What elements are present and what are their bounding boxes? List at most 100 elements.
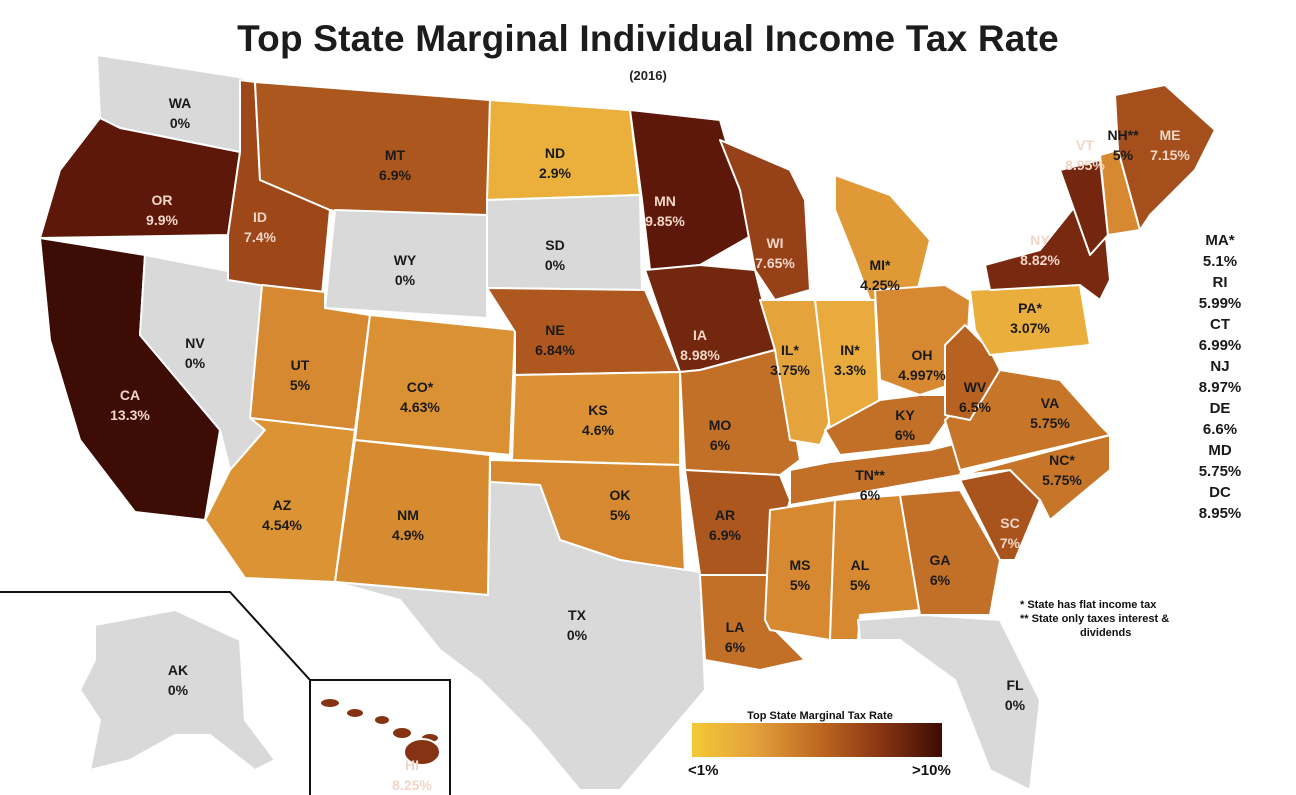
note-interest-dividends-cont: dividends	[1080, 627, 1132, 639]
hawaii-island	[373, 714, 391, 726]
hawaii-island	[319, 697, 341, 709]
state-rate-az: 4.54%	[262, 517, 302, 533]
legend-gradient	[692, 723, 942, 757]
state-wy	[324, 209, 488, 319]
state-rate-sc: 7%	[1000, 535, 1021, 551]
state-label-mi: MI*	[870, 257, 892, 273]
state-label-pa: PA*	[1018, 300, 1042, 316]
state-rate-sd: 0%	[545, 257, 566, 273]
state-label-ga: GA	[930, 552, 951, 568]
footnotes: * State has flat income tax ** State onl…	[1020, 598, 1250, 640]
side-item-de: DE 6.6%	[1202, 400, 1238, 438]
state-rate-me: 7.15%	[1150, 147, 1190, 163]
state-rate-ny: 8.82%	[1020, 252, 1060, 268]
state-label-co: CO*	[407, 379, 434, 395]
state-label-nm: NM	[397, 507, 419, 523]
state-label-vt: VT	[1076, 137, 1094, 153]
side-item-nj: NJ 8.97%	[1198, 358, 1242, 396]
state-rate-nd: 2.9%	[539, 165, 571, 181]
hawaii-island	[391, 726, 413, 740]
state-label-mt: MT	[385, 147, 406, 163]
state-rate-va: 5.75%	[1030, 415, 1070, 431]
state-rate-vt: 8.95%	[1065, 157, 1105, 173]
state-label-tn: TN**	[855, 467, 885, 483]
state-rate-co: 4.63%	[400, 399, 440, 415]
state-rate-il: 3.75%	[770, 362, 810, 378]
state-label-va: VA	[1041, 395, 1059, 411]
state-label-mn: MN	[654, 193, 676, 209]
state-rate-ak: 0%	[168, 682, 189, 698]
side-item-dc: DC 8.95%	[1198, 484, 1242, 522]
side-item-ma: MA* 5.1%	[1202, 232, 1238, 270]
state-rate-nv: 0%	[185, 355, 206, 371]
state-rate-nh: 5%	[1113, 147, 1134, 163]
state-ms	[764, 499, 836, 641]
state-rate-pa: 3.07%	[1010, 320, 1050, 336]
state-label-nd: ND	[545, 145, 565, 161]
legend-title: Top State Marginal Tax Rate	[747, 710, 893, 722]
state-fl	[857, 614, 1041, 791]
state-label-or: OR	[152, 192, 173, 208]
state-rate-nc: 5.75%	[1042, 472, 1082, 488]
state-label-la: LA	[726, 619, 745, 635]
state-ks	[511, 371, 681, 466]
state-rate-wy: 0%	[395, 272, 416, 288]
northeast-rate-list: MA* 5.1% RI 5.99% CT 6.99% NJ 8.97% DE 6.6% M…	[1180, 230, 1260, 524]
map-title: Top State Marginal Individual Income Tax…	[237, 18, 1059, 59]
state-rate-ok: 5%	[610, 507, 631, 523]
state-label-az: AZ	[273, 497, 292, 513]
state-label-tx: TX	[568, 607, 587, 623]
note-interest-dividends: ** State only taxes interest &	[1020, 613, 1170, 625]
state-rate-ms: 5%	[790, 577, 811, 593]
state-rate-ks: 4.6%	[582, 422, 614, 438]
state-label-nv: NV	[185, 335, 205, 351]
state-label-me: ME	[1160, 127, 1181, 143]
state-rate-mo: 6%	[710, 437, 731, 453]
state-label-ut: UT	[291, 357, 310, 373]
state-label-in: IN*	[840, 342, 860, 358]
state-rate-ne: 6.84%	[535, 342, 575, 358]
state-label-sc: SC	[1000, 515, 1019, 531]
state-label-ak: AK	[168, 662, 188, 678]
hawaii-island	[403, 738, 441, 766]
state-rate-oh: 4.997%	[898, 367, 946, 383]
state-label-ia: IA	[693, 327, 707, 343]
state-rate-wi: 7.65%	[755, 255, 795, 271]
hawaii-island	[345, 707, 365, 719]
state-rate-id: 7.4%	[244, 229, 276, 245]
state-tx	[334, 481, 706, 791]
side-item-md: MD 5.75%	[1198, 442, 1242, 480]
legend-high-label: >10%	[912, 762, 951, 779]
state-rate-mi: 4.25%	[860, 277, 900, 293]
hawaii-inset-border	[309, 679, 451, 795]
state-rate-al: 5%	[850, 577, 871, 593]
state-label-ca: CA	[120, 387, 140, 403]
state-label-il: IL*	[781, 342, 799, 358]
state-label-ar: AR	[715, 507, 735, 523]
state-rate-fl: 0%	[1005, 697, 1026, 713]
map-subtitle: (2016)	[629, 68, 667, 83]
state-label-fl: FL	[1006, 677, 1024, 693]
state-label-ms: MS	[790, 557, 811, 573]
note-flat-tax: * State has flat income tax	[1020, 599, 1157, 611]
state-label-wa: WA	[169, 95, 192, 111]
state-label-oh: OH	[912, 347, 933, 363]
state-ga	[899, 489, 1001, 616]
state-label-id: ID	[253, 209, 267, 225]
state-rate-ca: 13.3%	[110, 407, 150, 423]
state-rate-nm: 4.9%	[392, 527, 424, 543]
state-label-nc: NC*	[1049, 452, 1075, 468]
state-label-al: AL	[851, 557, 870, 573]
state-label-ne: NE	[545, 322, 564, 338]
state-wi	[719, 139, 811, 301]
state-rate-hi: 8.25%	[392, 777, 432, 793]
state-rate-ar: 6.9%	[709, 527, 741, 543]
state-rate-mn: 9.85%	[645, 213, 685, 229]
state-rate-ia: 8.98%	[680, 347, 720, 363]
side-item-ri: RI 5.99%	[1198, 274, 1242, 312]
state-rate-ut: 5%	[290, 377, 311, 393]
state-label-hi: HI	[405, 757, 419, 773]
state-label-mo: MO	[709, 417, 732, 433]
state-rate-wa: 0%	[170, 115, 191, 131]
